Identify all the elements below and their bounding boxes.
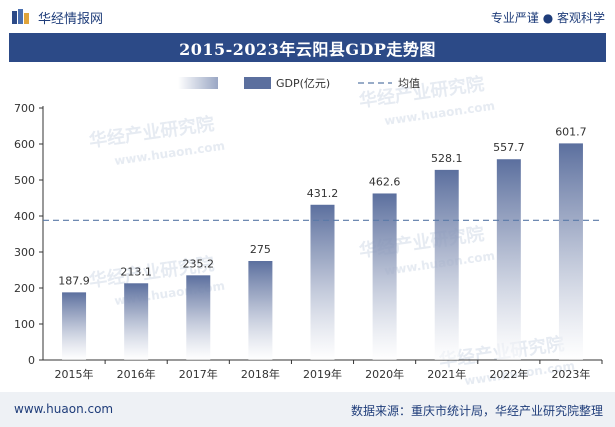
bar (186, 275, 211, 360)
data-label: 462.6 (369, 175, 401, 188)
bar (62, 292, 87, 360)
bar (248, 261, 273, 360)
y-tick-label: 400 (14, 210, 35, 223)
x-tick-label: 2023年 (551, 367, 590, 381)
legend-mean-label: 均值 (398, 77, 420, 90)
legend-bar-swatch (178, 77, 218, 89)
x-tick-label: 2019年 (303, 367, 342, 381)
top-bar: 华经情报网 专业严谨 ● 客观科学 (0, 0, 615, 33)
x-tick-label: 2021年 (427, 367, 466, 381)
chart-title-bar: 2015-2023年云阳县GDP走势图 (9, 33, 606, 62)
bar (434, 169, 459, 360)
data-label: 275 (250, 243, 271, 256)
data-label: 235.2 (183, 257, 215, 270)
y-tick-label: 300 (14, 246, 35, 259)
y-tick-label: 100 (14, 318, 35, 331)
brand-name: 华经情报网 (38, 12, 104, 27)
y-tick-label: 500 (14, 174, 35, 187)
data-label: 601.7 (555, 125, 587, 138)
x-tick-label: 2015年 (55, 367, 94, 381)
y-tick-label: 600 (14, 138, 35, 151)
y-tick-label: 700 (14, 102, 35, 115)
plot-area: 0 100 200 300 400 500 600 700 187.9 2015年 213.1 201… (14, 102, 603, 381)
data-label: 213.1 (120, 265, 152, 278)
legend-bar-swatch-solid (244, 77, 271, 89)
bar (124, 283, 149, 360)
legend-bar-label: GDP(亿元) (276, 77, 330, 90)
x-tick-label: 2016年 (117, 367, 156, 381)
bar (310, 204, 335, 360)
bar (372, 193, 397, 360)
footer: www.huaon.com 数据来源：重庆市统计局，华经产业研究院整理 (0, 392, 615, 427)
footer-site: www.huaon.com (14, 402, 114, 416)
y-tick-label: 200 (14, 282, 35, 295)
x-tick-label: 2020年 (365, 367, 404, 381)
bar (558, 143, 583, 360)
y-tick-label: 0 (28, 354, 35, 367)
chart: 华经产业研究院 www.huaon.com 华经产业研究院 www.huaon.… (14, 73, 603, 388)
data-label: 431.2 (307, 187, 339, 200)
data-label: 187.9 (58, 274, 90, 287)
x-tick-label: 2018年 (241, 367, 280, 381)
bar (496, 159, 521, 360)
footer-source: 数据来源：重庆市统计局，华经产业研究院整理 (350, 404, 603, 418)
x-tick-label: 2022年 (489, 367, 528, 381)
data-label: 528.1 (431, 152, 463, 165)
x-tick-label: 2017年 (179, 367, 218, 381)
chart-title: 2015-2023年云阳县GDP走势图 (179, 39, 436, 59)
legend: GDP(亿元) 均值 (178, 77, 420, 90)
logo-icon (12, 9, 29, 24)
data-label: 557.7 (493, 141, 525, 154)
slogan: 专业严谨 ● 客观科学 (490, 11, 605, 25)
